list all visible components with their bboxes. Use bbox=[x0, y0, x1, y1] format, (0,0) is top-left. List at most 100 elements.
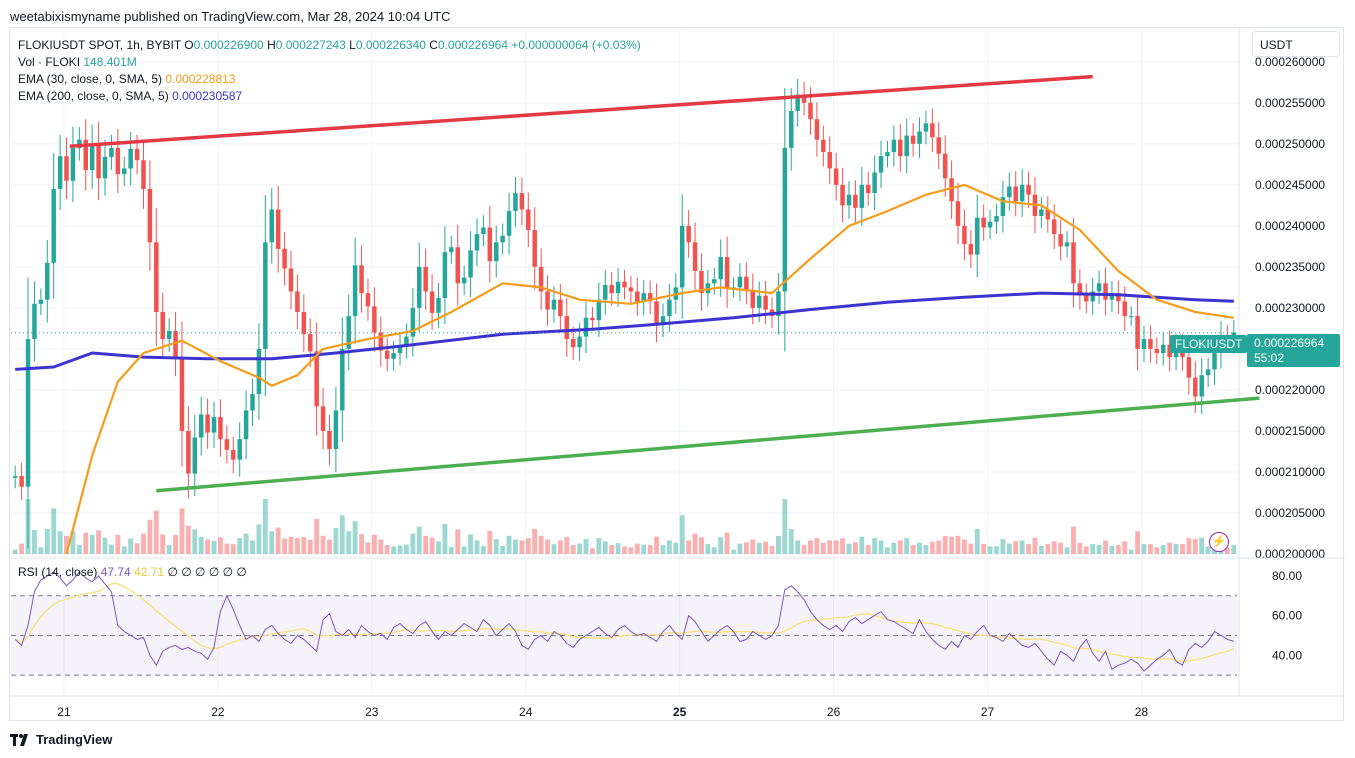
volume-bar bbox=[352, 521, 358, 554]
volume-bar bbox=[596, 538, 602, 554]
candle-body bbox=[38, 299, 44, 304]
volume-bar bbox=[436, 541, 441, 554]
volume-bar bbox=[949, 536, 955, 554]
volume-bar bbox=[756, 542, 762, 554]
candle-body bbox=[558, 299, 563, 317]
volume-bar bbox=[859, 536, 865, 554]
candle-body bbox=[506, 211, 512, 236]
candle-body bbox=[77, 139, 82, 148]
volume-bar bbox=[955, 535, 961, 554]
chart-frame[interactable]: 0.000200000 0.000205000 0.000210000 0.00021… bbox=[9, 27, 1345, 722]
candle-body bbox=[545, 291, 550, 310]
x-tick-label: 27 bbox=[981, 705, 995, 719]
bar-countdown: 55:02 bbox=[1254, 351, 1285, 365]
volume-bar bbox=[205, 539, 211, 554]
volume-bar bbox=[1160, 545, 1166, 554]
volume-label[interactable]: Vol · FLOKI bbox=[18, 55, 81, 69]
volume-bar bbox=[1077, 542, 1083, 554]
volume-bar bbox=[769, 545, 775, 554]
ema200-label[interactable]: EMA (200, close, 0, SMA, 5) bbox=[18, 89, 169, 103]
candle-body bbox=[981, 217, 986, 228]
volume-bar bbox=[1141, 544, 1147, 554]
volume-bar bbox=[19, 543, 25, 554]
volume-bar bbox=[1122, 541, 1128, 554]
symbol-label[interactable]: FLOKIUSDT SPOT, 1h, BYBIT bbox=[18, 38, 181, 52]
candle-body bbox=[904, 135, 909, 157]
volume-bar bbox=[743, 542, 749, 554]
candle-body bbox=[365, 293, 371, 307]
candle-body bbox=[1167, 344, 1172, 358]
candle-body bbox=[263, 242, 268, 349]
volume-bar bbox=[1006, 543, 1012, 554]
candle-body bbox=[846, 194, 852, 206]
candle-body bbox=[1039, 209, 1044, 217]
close-label: C bbox=[429, 38, 438, 52]
volume-bar bbox=[250, 540, 255, 554]
candle-body bbox=[603, 284, 608, 300]
candle-body bbox=[70, 147, 76, 181]
volume-bar bbox=[378, 539, 384, 554]
volume-bar bbox=[327, 539, 332, 554]
candle-body bbox=[231, 449, 236, 460]
volume-bar bbox=[57, 531, 63, 554]
volume-value: 148.401M bbox=[83, 55, 137, 69]
candle-body bbox=[519, 193, 525, 210]
candle-body bbox=[397, 345, 403, 354]
tradingview-logo[interactable]: TradingView bbox=[10, 732, 112, 747]
volume-bar bbox=[404, 544, 409, 554]
candle-body bbox=[750, 289, 756, 308]
candle-body bbox=[782, 147, 788, 292]
candle-body bbox=[801, 94, 807, 103]
volume-bar bbox=[647, 545, 653, 554]
volume-bar bbox=[1026, 544, 1031, 554]
rsi-label[interactable]: RSI (14, close) bbox=[18, 565, 98, 579]
volume-bar bbox=[1000, 539, 1006, 554]
candle-body bbox=[404, 336, 409, 346]
candle-body bbox=[384, 350, 390, 359]
candle-body bbox=[205, 414, 210, 433]
ema30-label[interactable]: EMA (30, close, 0, SMA, 5) bbox=[18, 72, 163, 86]
candle-body bbox=[51, 188, 56, 263]
volume-bar bbox=[506, 535, 512, 554]
ema30-line bbox=[65, 183, 1234, 555]
candle-body bbox=[936, 137, 942, 154]
candle-body bbox=[667, 299, 672, 317]
volume-bar bbox=[827, 540, 833, 554]
candle-body bbox=[1109, 293, 1115, 300]
volume-bar bbox=[641, 544, 647, 554]
candle-body bbox=[307, 334, 313, 352]
volume-bar bbox=[775, 535, 781, 554]
volume-bar bbox=[660, 545, 666, 554]
volume-bar bbox=[1103, 540, 1108, 554]
tv-logo-icon bbox=[10, 733, 28, 746]
candle-body bbox=[442, 252, 448, 299]
volume-bar bbox=[51, 508, 57, 554]
volume-bar bbox=[852, 542, 858, 554]
candle-body bbox=[865, 184, 871, 194]
candle-body bbox=[647, 293, 653, 302]
volume-bar bbox=[397, 545, 403, 554]
volume-bar bbox=[1109, 545, 1115, 554]
candle-body bbox=[962, 225, 967, 244]
candle-body bbox=[763, 295, 768, 310]
volume-bar bbox=[782, 499, 788, 554]
candle-body bbox=[25, 339, 31, 487]
price-chart[interactable]: 0.000200000 0.000205000 0.000210000 0.00021… bbox=[10, 28, 1345, 722]
volume-bar bbox=[461, 546, 467, 554]
candle-body bbox=[359, 265, 364, 294]
volume-bar bbox=[1231, 545, 1237, 554]
candle-body bbox=[923, 123, 929, 132]
volume-bar bbox=[551, 544, 557, 554]
candle-body bbox=[615, 281, 621, 294]
candle-body bbox=[256, 348, 262, 395]
volume-bar bbox=[1224, 547, 1230, 554]
lightning-icon[interactable]: ⚡ bbox=[1209, 532, 1229, 552]
candle-body bbox=[83, 139, 89, 171]
currency-button[interactable]: USDT bbox=[1252, 31, 1340, 57]
x-tick-label: 23 bbox=[365, 705, 379, 719]
candle-body bbox=[737, 276, 743, 288]
candle-body bbox=[160, 312, 165, 340]
candle-body bbox=[327, 430, 332, 449]
candle-body bbox=[795, 94, 800, 112]
candle-body bbox=[423, 266, 428, 292]
